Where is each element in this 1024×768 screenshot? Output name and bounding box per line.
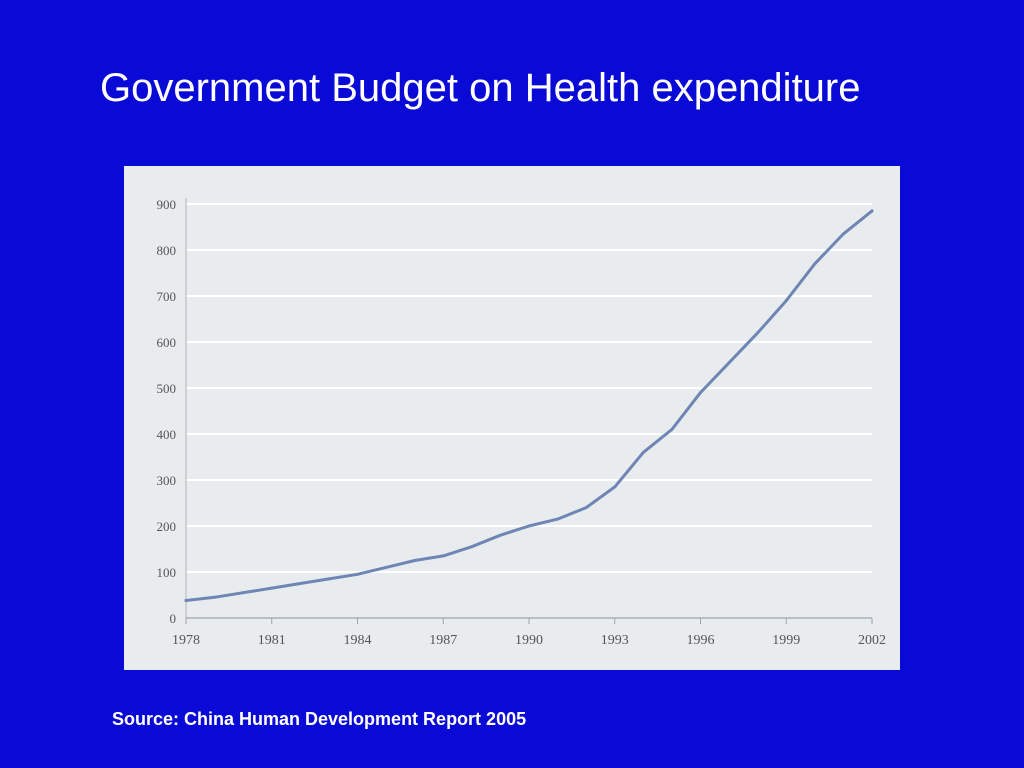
x-tick-label: 1993 <box>601 633 629 648</box>
series-layer <box>184 209 874 603</box>
data-point <box>441 554 445 558</box>
x-tick-label: 1996 <box>687 633 715 648</box>
data-point <box>241 591 245 595</box>
y-tick-label: 200 <box>157 519 177 534</box>
data-point <box>270 586 274 590</box>
y-tick-label: 900 <box>157 197 177 212</box>
data-point <box>756 331 760 335</box>
data-point <box>498 533 502 537</box>
data-point <box>670 427 674 431</box>
y-tick-label: 100 <box>157 565 177 580</box>
x-tick-labels: 1978 1981 1984 1987 1990 1993 1996 1999 2002 <box>172 633 886 648</box>
series-line <box>184 209 874 602</box>
x-tick-label: 2002 <box>858 633 886 648</box>
data-point <box>841 232 845 236</box>
data-point <box>356 572 359 576</box>
chart-panel: 0 100 200 300 400 500 600 700 800 900 1978 1981 198… <box>124 166 900 670</box>
data-point <box>213 595 217 599</box>
y-tick-label: 700 <box>157 289 177 304</box>
data-point <box>813 262 817 266</box>
data-point <box>327 577 331 581</box>
x-tick-label: 1984 <box>344 633 372 648</box>
data-point <box>870 209 874 213</box>
y-tick-labels: 0 100 200 300 400 500 600 700 800 900 <box>157 197 177 626</box>
data-point <box>727 361 731 365</box>
y-tick-label: 300 <box>157 473 177 488</box>
x-tick-label: 1990 <box>515 633 543 648</box>
data-point <box>641 450 645 454</box>
x-tick-label: 1978 <box>172 633 200 648</box>
data-point <box>298 582 302 585</box>
x-tick-label: 1981 <box>258 633 286 648</box>
axes <box>185 198 873 624</box>
data-point <box>184 599 188 603</box>
x-tick-label: 1999 <box>772 633 800 648</box>
line-chart: 0 100 200 300 400 500 600 700 800 900 1978 1981 198… <box>157 197 887 648</box>
data-point <box>413 559 417 562</box>
data-point <box>470 545 474 549</box>
grid-lines <box>186 203 872 573</box>
data-point <box>613 485 617 489</box>
y-tick-label: 500 <box>157 381 177 396</box>
x-tick-label: 1987 <box>429 633 457 648</box>
source-note: Source: China Human Development Report 2… <box>112 709 527 729</box>
y-tick-label: 600 <box>157 335 177 350</box>
y-tick-label: 0 <box>170 611 177 626</box>
slide-title: Government Budget on Health expenditure <box>100 66 861 110</box>
data-point <box>527 524 531 528</box>
data-point <box>784 299 788 303</box>
data-point <box>384 565 388 569</box>
data-point <box>556 517 560 521</box>
y-tick-label: 400 <box>157 427 177 442</box>
data-point <box>584 506 588 510</box>
y-tick-label: 800 <box>157 243 177 258</box>
data-point <box>699 391 702 395</box>
